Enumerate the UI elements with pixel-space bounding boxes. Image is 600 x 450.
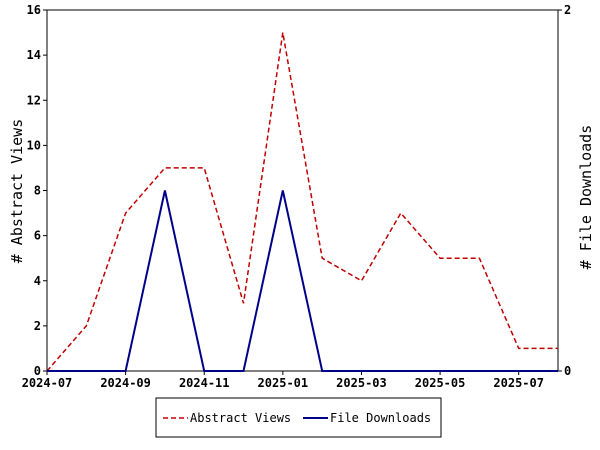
y-tick-label-left: 10 [27,138,41,152]
y-tick-label-right: 2 [564,3,571,17]
legend-box [155,397,442,438]
x-tick-label: 2024-07 [22,376,73,390]
x-tick-label: 2025-01 [258,376,309,390]
series-line-file-downloads [47,190,558,372]
x-tick-label: 2024-11 [179,376,230,390]
y-axis-title-left: # Abstract Views [8,119,26,264]
legend: Abstract Views File Downloads [155,397,442,438]
y-tick-label-left: 0 [34,364,41,378]
y-tick-label-left: 12 [27,93,41,107]
x-tick-label: 2025-05 [415,376,466,390]
x-tick-label: 2024-09 [100,376,151,390]
legend-label-file-downloads: File Downloads [330,411,431,425]
legend-label-abstract-views: Abstract Views [190,411,291,425]
y-tick-label-left: 2 [34,319,41,333]
y-tick-label-left: 16 [27,3,41,17]
y-tick-label-left: 14 [27,48,41,62]
y-tick-label-left: 6 [34,229,41,243]
y-tick-label-left: 8 [34,184,41,198]
series-line-abstract-views [46,32,558,372]
plot-area-frame [46,9,559,372]
y-tick-label-right: 0 [564,364,571,378]
x-tick-label: 2025-07 [493,376,544,390]
y-tick-label-left: 4 [34,274,41,288]
y-axis-title-right: # File Downloads [577,125,595,270]
x-tick-label: 2025-03 [336,376,387,390]
